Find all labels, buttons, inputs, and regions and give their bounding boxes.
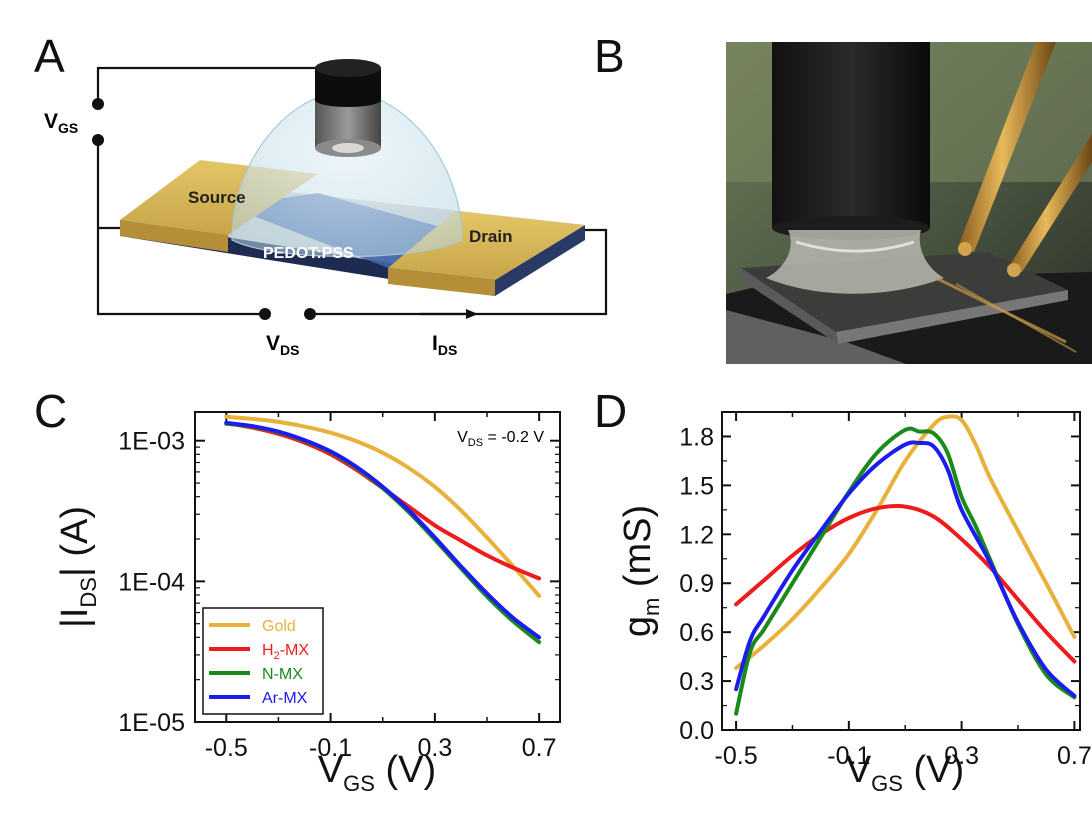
panel-letter-d: D bbox=[594, 385, 627, 437]
ids-label: IDS bbox=[432, 332, 457, 358]
drain-label: Drain bbox=[469, 227, 512, 246]
y-tick-label: 1.5 bbox=[679, 472, 714, 500]
x-tick-label: 0.7 bbox=[522, 734, 557, 762]
source-label: Source bbox=[188, 188, 246, 207]
y-axis-label-part: |I bbox=[54, 608, 96, 628]
x-tick-label: 0.3 bbox=[417, 734, 452, 762]
y-tick-label: 1.8 bbox=[679, 423, 714, 451]
legend-label-n-mx-part: N-MX bbox=[262, 666, 303, 683]
y-tick-label: 0.6 bbox=[679, 619, 714, 647]
vgs-label: VGS bbox=[44, 110, 78, 136]
y-axis-label-part: m bbox=[639, 598, 664, 616]
series-line-h2-mx bbox=[734, 503, 1077, 664]
legend-label-h2-mx: H2-MX bbox=[262, 642, 309, 662]
x-axis-label-part: GS bbox=[871, 771, 903, 796]
circuit-wires bbox=[96, 66, 608, 316]
legend-label-ar-mx-part: Ar-MX bbox=[262, 690, 308, 707]
series-line-h2-mx bbox=[224, 421, 542, 581]
x-tick-label: -0.5 bbox=[205, 734, 248, 762]
current-arrow-icon bbox=[466, 309, 478, 319]
x-tick-label: -0.1 bbox=[309, 734, 352, 762]
panel-d-chart: D -0.5 -0.1 0.3 0.7 0.0 0.3 0.6 0.9 1.2 1.5 1.8 VGS… bbox=[594, 385, 1092, 796]
vds-annotation-part: V bbox=[457, 429, 468, 446]
x-axis-label-part: (V) bbox=[903, 749, 964, 791]
vds-annotation-part: = -0.2 V bbox=[483, 429, 544, 446]
series-line-n-mx bbox=[734, 426, 1077, 716]
plot-frame bbox=[194, 411, 561, 723]
legend-label-gold-part: Gold bbox=[262, 618, 296, 635]
vds-terminal-left bbox=[259, 308, 271, 320]
legend-label-h2-mx-part: 2 bbox=[274, 650, 280, 662]
y-tick-label: 1E-03 bbox=[118, 428, 185, 456]
y-tick-label: 0.3 bbox=[679, 668, 714, 696]
x-tick-label: -0.1 bbox=[827, 742, 870, 770]
legend-label-gold: Gold bbox=[262, 618, 296, 635]
series-line-gold bbox=[734, 414, 1077, 670]
legend-label-n-mx: N-MX bbox=[262, 666, 303, 683]
y-axis-label-part: g bbox=[617, 616, 659, 637]
x-tick-label: 0.7 bbox=[1057, 742, 1092, 770]
vgs-terminal-bottom bbox=[92, 134, 104, 146]
y-axis-label-part: (mS) bbox=[617, 505, 659, 598]
gate-electrode bbox=[315, 59, 381, 157]
series-line-ar-mx bbox=[734, 440, 1077, 698]
panel-a-schematic: A VGS VDS IDS bbox=[34, 30, 608, 358]
y-axis-label-part: DS bbox=[76, 577, 101, 608]
x-axis-label-part: GS bbox=[343, 771, 375, 796]
y-tick-label: 1E-04 bbox=[118, 568, 185, 596]
x-axis-label-part: (V) bbox=[375, 749, 436, 791]
channel-label: PEDOT:PSS bbox=[263, 245, 354, 262]
y-tick-label: 1E-05 bbox=[118, 709, 185, 737]
vds-terminal-right bbox=[304, 308, 316, 320]
y-tick-label: 0.9 bbox=[679, 570, 714, 598]
series-line-ar-mx bbox=[224, 420, 542, 640]
panel-letter-b: B bbox=[594, 30, 625, 82]
plot-frame bbox=[721, 411, 1081, 731]
y-axis-label: gm (mS) bbox=[617, 505, 664, 637]
y-tick-label: 1.2 bbox=[679, 521, 714, 549]
y-axis-label: |IDS| (A) bbox=[54, 506, 101, 628]
x-tick-label: 0.3 bbox=[944, 742, 979, 770]
legend-label-h2-mx-part: -MX bbox=[280, 642, 310, 659]
panel-b-photo: B bbox=[594, 30, 1092, 364]
legend-label-h2-mx-part: H bbox=[262, 642, 274, 659]
x-tick-label: -0.5 bbox=[715, 742, 758, 770]
x-axis-label: VGS (V) bbox=[846, 749, 964, 796]
panel-letter-c: C bbox=[34, 385, 67, 437]
x-axis-label: VGS (V) bbox=[318, 749, 436, 796]
device-photo bbox=[726, 42, 1092, 364]
electrolyte-droplet bbox=[231, 91, 463, 258]
y-axis-label-part: | (A) bbox=[54, 506, 96, 577]
vds-annotation-part: DS bbox=[468, 437, 483, 449]
legend: Gold H2-MX N-MX Ar-MX bbox=[202, 607, 324, 715]
x-axis-label-part: V bbox=[846, 749, 872, 791]
panel-letter-a: A bbox=[34, 30, 65, 82]
x-axis-label-part: V bbox=[318, 749, 344, 791]
vds-label: VDS bbox=[266, 332, 299, 358]
vds-annotation: VDS = -0.2 V bbox=[457, 429, 544, 449]
transconductance-chart: -0.5 -0.1 0.3 0.7 0.0 0.3 0.6 0.9 1.2 1.5 1.8 VGS (… bbox=[617, 411, 1092, 796]
series-line-gold bbox=[224, 414, 542, 598]
legend-label-ar-mx: Ar-MX bbox=[262, 690, 308, 707]
vgs-terminal-top bbox=[92, 98, 104, 110]
y-tick-label: 0.0 bbox=[679, 717, 714, 745]
